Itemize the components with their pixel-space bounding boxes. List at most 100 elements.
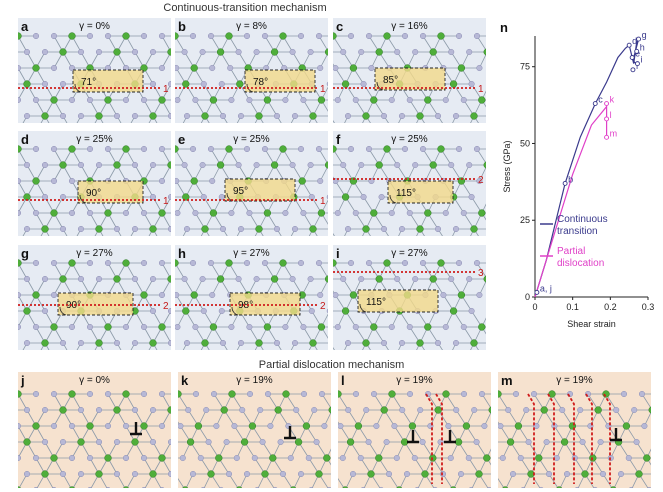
metal-atom <box>333 259 337 267</box>
metal-atom <box>95 339 103 347</box>
chalcogen-atom <box>207 259 215 267</box>
chalcogen-atom <box>317 64 324 72</box>
chalcogen-atom <box>50 422 58 430</box>
gamma-label: γ = 16% <box>391 21 428 32</box>
metal-atom <box>122 145 130 153</box>
chalcogen-atom <box>308 486 314 488</box>
chalcogen-atom <box>646 486 651 488</box>
metal-atom <box>216 275 225 283</box>
chalcogen-atom <box>468 193 475 201</box>
metal-atom <box>263 209 272 217</box>
chalcogen-atom <box>440 291 447 299</box>
chalcogen-atom <box>388 323 395 331</box>
panel-i: 115° 3 i γ = 27% <box>333 245 486 350</box>
chalcogen-atom <box>140 32 148 40</box>
chalcogen-atom <box>32 96 40 104</box>
chalcogen-atom <box>199 48 206 56</box>
chalcogen-atom <box>32 259 40 267</box>
metal-atom <box>317 323 326 331</box>
data-point-marker <box>635 61 640 67</box>
metal-atom <box>149 225 157 233</box>
chalcogen-atom <box>23 406 31 414</box>
chalcogen-atom <box>59 339 67 347</box>
metal-atom <box>478 209 486 217</box>
chalcogen-atom <box>41 307 49 315</box>
chalcogen-atom <box>181 161 188 169</box>
chalcogen-atom <box>460 323 467 331</box>
metal-atom <box>182 307 190 315</box>
metal-atom <box>346 438 355 446</box>
chalcogen-atom <box>227 64 234 72</box>
chalcogen-atom <box>365 438 372 446</box>
chalcogen-atom <box>641 422 648 430</box>
atom-lattice <box>498 390 651 488</box>
panel-letter: i <box>336 246 340 261</box>
panel-letter: a <box>21 19 29 34</box>
metal-atom <box>324 161 328 169</box>
chalcogen-atom <box>340 161 347 169</box>
chalcogen-atom <box>394 275 401 283</box>
metal-atom <box>514 422 523 430</box>
metal-atom <box>279 259 287 267</box>
unit-cell-highlight <box>224 178 296 202</box>
metal-atom <box>449 80 458 88</box>
panel-k: k γ = 19% <box>178 372 331 488</box>
chalcogen-atom <box>412 161 419 169</box>
chalcogen-atom <box>199 161 206 169</box>
chalcogen-atom <box>237 112 245 120</box>
metal-atom <box>149 339 157 347</box>
chalcogen-atom <box>235 161 242 169</box>
metal-atom <box>298 177 306 185</box>
metal-atom <box>341 193 350 201</box>
metal-atom <box>50 323 58 331</box>
chalcogen-atom <box>333 291 339 299</box>
x-tick-label: 0.1 <box>566 302 579 312</box>
angle-arc <box>376 81 384 91</box>
y-tick-label: 25 <box>520 215 530 225</box>
chalcogen-atom <box>77 339 85 347</box>
angle-arc <box>359 303 367 313</box>
metal-atom <box>59 406 67 414</box>
chalcogen-atom <box>207 32 215 40</box>
metal-atom <box>317 209 326 217</box>
chalcogen-atom <box>393 454 400 462</box>
chalcogen-atom <box>192 323 199 331</box>
chalcogen-atom <box>261 32 269 40</box>
metal-atom <box>437 259 445 267</box>
chalcogen-atom <box>131 225 139 233</box>
metal-atom <box>140 291 148 299</box>
chalcogen-atom <box>419 32 427 40</box>
metal-atom <box>32 64 40 72</box>
panel-g: 90° 2 g γ = 27% <box>18 245 171 350</box>
metal-atom <box>367 470 375 478</box>
chalcogen-atom <box>579 438 586 446</box>
chalcogen-atom <box>466 275 473 283</box>
metal-atom <box>302 422 311 430</box>
chalcogen-atom <box>218 193 225 201</box>
data-point-label: h <box>640 42 645 52</box>
y-tick-label: 75 <box>520 62 530 72</box>
metal-atom <box>270 48 279 56</box>
chalcogen-atom <box>189 145 197 153</box>
metal-atom <box>341 80 350 88</box>
metal-atom <box>68 486 76 488</box>
unit-cell-highlight <box>229 292 301 316</box>
chalcogen-atom <box>158 64 166 72</box>
metal-atom <box>270 275 279 283</box>
unit-cell-highlight <box>77 180 144 204</box>
angle-label: 90° <box>66 300 81 311</box>
chalcogen-atom <box>219 225 227 233</box>
y-tick-label: 0 <box>525 292 530 302</box>
y-tick-label: 50 <box>520 138 530 148</box>
metal-atom <box>502 486 509 488</box>
chalcogen-atom <box>339 454 346 462</box>
chalcogen-atom <box>113 438 121 446</box>
chalcogen-atom <box>633 438 640 446</box>
metal-atom <box>362 225 370 233</box>
data-point-label: c <box>598 95 603 105</box>
metal-atom <box>149 112 157 120</box>
slip-plane-number: 2 <box>163 301 169 312</box>
chalcogen-atom <box>394 161 401 169</box>
chalcogen-atom <box>442 96 449 104</box>
chalcogen-atom <box>239 406 246 414</box>
